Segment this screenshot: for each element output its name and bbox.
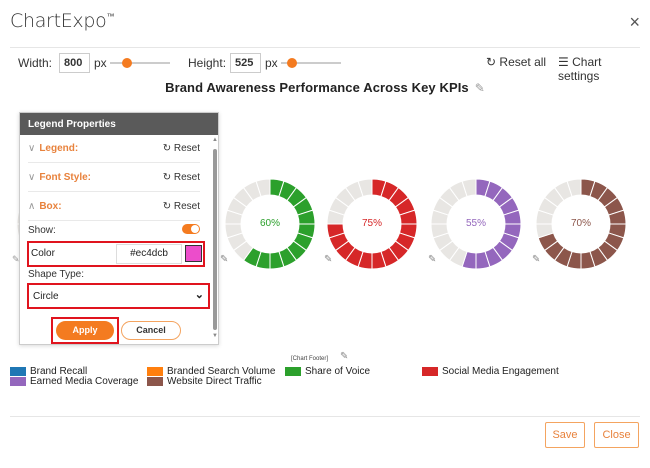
legend-label: Earned Media Coverage xyxy=(30,376,139,387)
donut-value: 70% xyxy=(570,218,591,229)
save-button[interactable]: Save xyxy=(545,422,585,448)
cancel-button[interactable]: Cancel xyxy=(121,321,181,340)
apply-highlight: Apply xyxy=(51,317,119,344)
reset-legend-button[interactable]: ↻ Reset xyxy=(163,143,200,154)
chevron-down-icon: ∨ xyxy=(28,172,36,183)
app-title: ChartExpo™ xyxy=(10,10,114,32)
reset-label: Reset xyxy=(173,172,200,183)
legend-item[interactable]: Website Direct Traffic xyxy=(147,376,262,387)
reset-all-label: Reset all xyxy=(499,55,547,69)
legend-item[interactable]: Brand Recall xyxy=(10,366,87,377)
show-toggle[interactable] xyxy=(182,224,200,234)
legend-swatch xyxy=(147,366,163,376)
height-slider[interactable] xyxy=(281,58,341,68)
height-slider-knob[interactable] xyxy=(287,58,297,68)
reset-label: Reset xyxy=(173,201,200,212)
edit-donut-icon[interactable]: ✎ xyxy=(532,254,541,265)
chevron-down-icon: ⌄ xyxy=(194,289,204,301)
legend-label: Share of Voice xyxy=(305,366,371,377)
reset-icon: ↻ xyxy=(486,55,497,69)
width-label: Width: xyxy=(18,56,53,70)
apply-button[interactable]: Apply xyxy=(56,321,114,340)
color-field: Color #ec4dcb xyxy=(27,241,205,267)
sliders-icon: ☰ xyxy=(558,55,569,69)
legend-properties-panel: Legend Properties ∨ Legend: ↻ Reset ∨ Font… xyxy=(19,112,219,345)
scroll-down-icon[interactable]: ▼ xyxy=(212,333,218,339)
height-input[interactable]: 525 xyxy=(230,53,261,73)
legend-item[interactable]: Earned Media Coverage xyxy=(10,376,138,387)
legend-item[interactable]: Branded Search Volume xyxy=(147,366,275,377)
shape-type-value: Circle xyxy=(33,291,59,302)
legend-swatch xyxy=(10,376,26,386)
scrollbar-thumb[interactable] xyxy=(213,149,217,330)
edit-title-icon[interactable]: ✎ xyxy=(474,81,485,95)
donut-value: 60% xyxy=(259,218,280,229)
reset-icon: ↻ xyxy=(162,172,172,183)
donut-value: 75% xyxy=(361,218,382,229)
chart-settings-label: Chart settings xyxy=(558,55,602,83)
trademark: ™ xyxy=(106,12,115,21)
shape-type-select[interactable]: Circle ⌄ xyxy=(27,283,210,309)
panel-title: Legend Properties xyxy=(20,113,218,135)
legend-swatch xyxy=(422,366,438,376)
reset-icon: ↻ xyxy=(162,143,172,154)
legend-swatch xyxy=(285,366,301,376)
edit-footer-icon[interactable]: ✎ xyxy=(340,351,349,362)
show-label: Show: xyxy=(28,225,56,236)
reset-all-button[interactable]: ↻ Reset all xyxy=(486,55,546,69)
panel-scrollbar[interactable]: ▲ ▼ xyxy=(211,137,219,342)
chart-settings-button[interactable]: ☰ Chart settings xyxy=(558,55,640,83)
edit-donut-icon[interactable]: ✎ xyxy=(428,254,437,265)
close-icon[interactable]: × xyxy=(629,12,640,32)
section-font-style[interactable]: ∨ Font Style: ↻ Reset xyxy=(28,164,200,192)
section-legend[interactable]: ∨ Legend: ↻ Reset xyxy=(28,135,200,163)
color-swatch[interactable] xyxy=(185,245,202,262)
section-label: Box: xyxy=(39,201,62,212)
height-label: Height: xyxy=(188,56,227,70)
color-label: Color xyxy=(31,248,55,259)
chevron-up-icon: ∧ xyxy=(28,201,36,212)
footer-divider xyxy=(10,416,640,417)
chevron-down-icon: ∨ xyxy=(28,143,36,154)
reset-label: Reset xyxy=(173,143,200,154)
close-button[interactable]: Close xyxy=(594,422,639,448)
chart-title[interactable]: Brand Awareness Performance Across Key K… xyxy=(0,80,650,95)
reset-box-button[interactable]: ↻ Reset xyxy=(163,201,200,212)
toolbar: Width: 800 px Height: 525 px ↻ Reset all… xyxy=(18,53,640,83)
legend-item[interactable]: Social Media Engagement xyxy=(422,366,559,377)
section-label: Font Style: xyxy=(39,172,91,183)
header-divider xyxy=(10,47,640,48)
reset-icon: ↻ xyxy=(162,201,172,212)
section-label: Legend: xyxy=(39,143,79,154)
edit-donut-icon[interactable]: ✎ xyxy=(12,254,20,264)
width-slider-knob[interactable] xyxy=(122,58,132,68)
color-hex-input[interactable]: #ec4dcb xyxy=(116,244,182,264)
scroll-up-icon[interactable]: ▲ xyxy=(212,137,218,143)
donut-value: 55% xyxy=(465,218,486,229)
chart-title-text: Brand Awareness Performance Across Key K… xyxy=(165,80,469,95)
edit-donut-icon[interactable]: ✎ xyxy=(220,254,229,265)
legend-label: Social Media Engagement xyxy=(442,366,559,377)
app-title-text: ChartExpo xyxy=(10,10,107,32)
shape-type-label: Shape Type: xyxy=(28,269,84,280)
legend-label: Brand Recall xyxy=(30,366,88,377)
width-slider[interactable] xyxy=(110,58,170,68)
legend-label: Website Direct Traffic xyxy=(167,376,262,387)
height-unit: px xyxy=(265,56,278,70)
section-box[interactable]: ∧ Box: ↻ Reset xyxy=(28,193,200,221)
chart-footer-tag[interactable]: [Chart Footer] xyxy=(291,356,329,362)
legend-label: Branded Search Volume xyxy=(167,366,276,377)
legend-swatch xyxy=(10,366,26,376)
legend-swatch xyxy=(147,376,163,386)
width-input[interactable]: 800 xyxy=(59,53,90,73)
reset-font-style-button[interactable]: ↻ Reset xyxy=(163,172,200,183)
width-unit: px xyxy=(94,56,107,70)
edit-donut-icon[interactable]: ✎ xyxy=(324,254,333,265)
legend-item[interactable]: Share of Voice xyxy=(285,366,370,377)
